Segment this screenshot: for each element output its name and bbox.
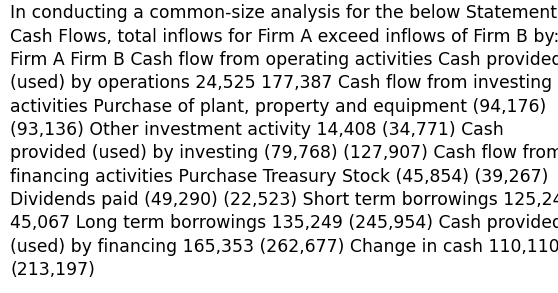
Text: In conducting a common-size analysis for the below Statement of
Cash Flows, tota: In conducting a common-size analysis for… — [10, 4, 558, 279]
